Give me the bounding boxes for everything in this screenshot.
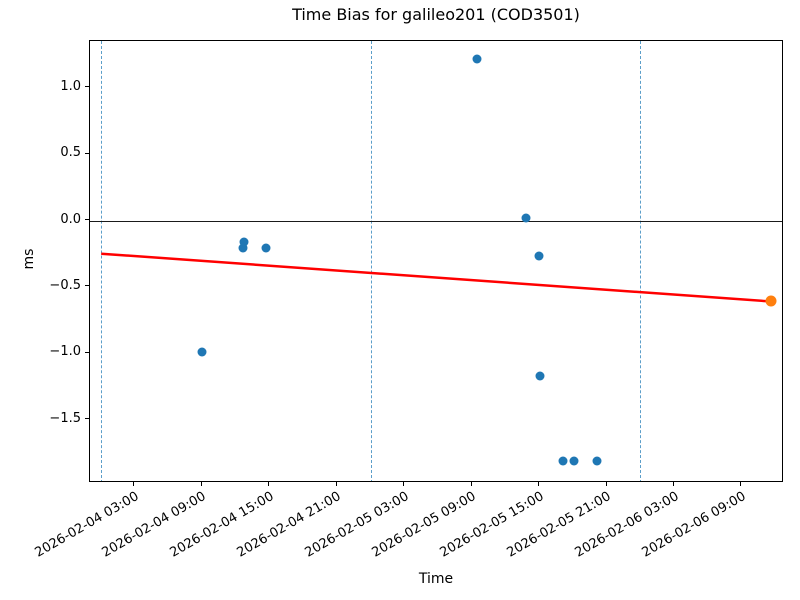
x-tick-mark xyxy=(268,482,270,486)
y-tick-label: −0.5 xyxy=(49,277,81,293)
x-tick-mark xyxy=(403,482,405,486)
time-bias-observations-marker xyxy=(569,456,579,466)
x-tick-mark xyxy=(133,482,135,486)
y-tick-label: 0.5 xyxy=(60,145,81,161)
x-tick-mark xyxy=(740,482,742,486)
time-bias-observations-marker xyxy=(239,237,249,247)
day-boundary-line xyxy=(640,41,642,481)
y-tick-label: −1.5 xyxy=(49,410,81,426)
y-tick-mark xyxy=(85,219,89,221)
x-tick-mark xyxy=(673,482,675,486)
x-tick-mark xyxy=(470,482,472,486)
time-bias-observations-marker xyxy=(472,54,482,64)
y-tick-label: 1.0 xyxy=(60,78,81,94)
trend-line xyxy=(101,252,772,303)
time-bias-observations-marker xyxy=(535,371,545,381)
time-bias-observations-marker xyxy=(592,456,602,466)
x-tick-mark xyxy=(335,482,337,486)
y-tick-mark xyxy=(85,351,89,353)
x-tick-mark xyxy=(200,482,202,486)
day-boundary-line xyxy=(370,41,372,481)
time-bias-observations-marker xyxy=(521,213,531,223)
time-bias-observations-marker xyxy=(238,243,248,253)
time-bias-observations-marker xyxy=(558,456,568,466)
x-axis-label: Time xyxy=(418,571,454,587)
time-bias-observations-marker xyxy=(261,243,271,253)
day-boundary-line xyxy=(100,41,102,481)
chart-title: Time Bias for galileo201 (COD3501) xyxy=(292,5,580,24)
y-tick-mark xyxy=(85,86,89,88)
y-tick-label: 0.0 xyxy=(60,211,81,227)
plot-area xyxy=(89,40,783,482)
x-tick-mark xyxy=(605,482,607,486)
y-tick-mark xyxy=(85,418,89,420)
x-tick-mark xyxy=(538,482,540,486)
time-bias-observations-marker xyxy=(197,347,207,357)
y-tick-label: −1.0 xyxy=(49,344,81,360)
zero-reference-line xyxy=(90,220,782,222)
extrapolated-point-marker xyxy=(765,295,777,307)
time-bias-observations-marker xyxy=(534,251,543,261)
y-tick-mark xyxy=(85,152,89,154)
y-tick-mark xyxy=(85,285,89,287)
